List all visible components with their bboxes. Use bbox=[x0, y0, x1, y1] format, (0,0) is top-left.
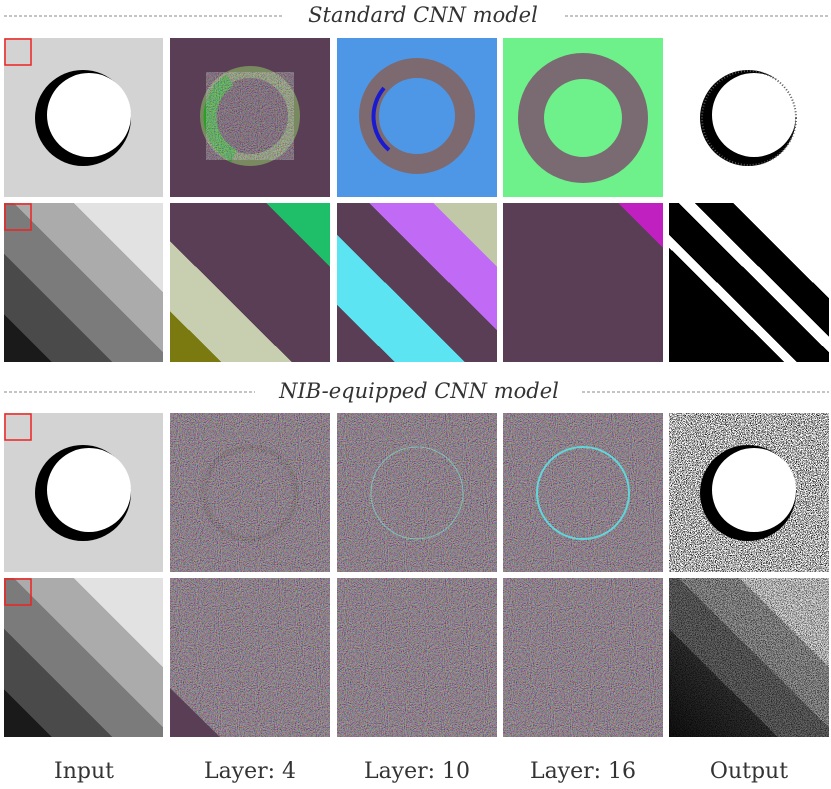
panel bbox=[337, 578, 497, 737]
column-label: Layer: 10 bbox=[364, 759, 470, 784]
section-title: Standard CNN model bbox=[308, 3, 538, 27]
panel bbox=[4, 578, 163, 737]
panel bbox=[337, 413, 497, 572]
panel bbox=[4, 38, 163, 197]
panel bbox=[503, 578, 663, 737]
panel bbox=[4, 413, 163, 572]
panel bbox=[503, 413, 663, 572]
panel bbox=[669, 578, 829, 737]
panel bbox=[337, 38, 497, 197]
panel bbox=[337, 203, 497, 362]
panel bbox=[4, 203, 163, 362]
column-label: Layer: 4 bbox=[204, 759, 296, 784]
column-label: Input bbox=[54, 759, 114, 784]
panel bbox=[170, 38, 330, 197]
panel bbox=[503, 38, 663, 197]
column-label: Layer: 16 bbox=[530, 759, 636, 784]
section-title: NIB-equipped CNN model bbox=[278, 379, 559, 403]
panel bbox=[669, 413, 829, 572]
panel bbox=[170, 413, 330, 572]
panel bbox=[503, 203, 663, 362]
panel bbox=[669, 203, 829, 362]
panel bbox=[669, 38, 829, 197]
panel bbox=[170, 578, 330, 737]
panel bbox=[170, 203, 330, 362]
column-label: Output bbox=[710, 759, 788, 784]
